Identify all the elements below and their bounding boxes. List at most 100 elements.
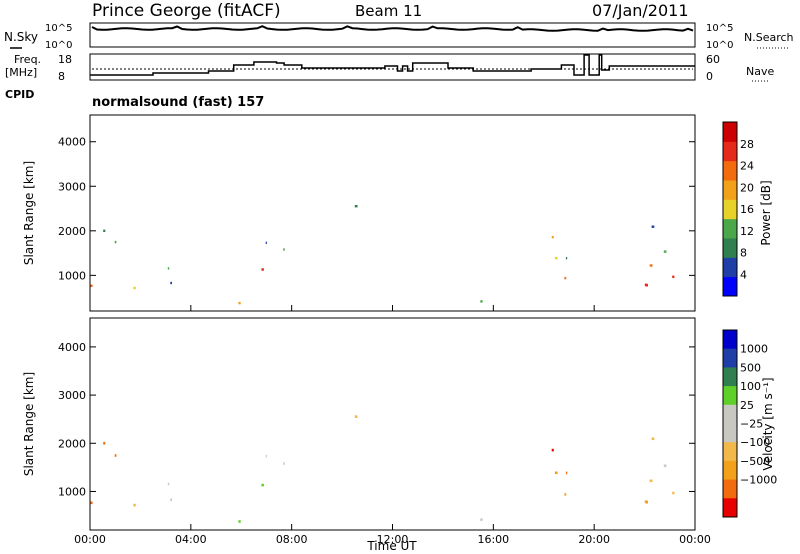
velocity-data-cell	[651, 437, 655, 441]
power-data-cell	[167, 267, 170, 270]
power-colorbar-tick: 16	[740, 203, 754, 216]
velocity-xtick-label: 04:00	[175, 533, 207, 546]
power-data-cell	[645, 284, 648, 287]
velocity-scatter-data	[90, 415, 675, 523]
radar-title: Prince George (fitACF)	[92, 1, 281, 21]
freq-unit-label: [MHz]	[5, 66, 37, 79]
velocity-colorbar-tick: −1000	[740, 474, 777, 487]
power-data-cell	[663, 250, 667, 253]
nave-label: Nave	[746, 65, 774, 78]
velocity-xtick-label: 20:00	[578, 533, 610, 546]
nave-tick-bottom: 0	[706, 70, 713, 83]
velocity-colorbar-tick: 500	[740, 361, 761, 374]
velocity-data-cell	[283, 462, 285, 465]
freq-frame	[89, 53, 696, 81]
velocity-colorbar-swatch	[723, 348, 737, 368]
nsky-frame	[89, 22, 696, 48]
velocity-colorbar-tick: −100	[740, 436, 770, 449]
velocity-data-cell	[554, 471, 558, 475]
nsearch-label: N.Search	[744, 31, 794, 44]
velocity-colorbar-swatch	[723, 423, 737, 443]
power-y-axis: 1000 2000 3000 4000	[58, 136, 695, 282]
velocity-xtick-label: 08:00	[276, 533, 308, 546]
power-colorbar-swatch	[723, 160, 737, 181]
power-x-ticks	[89, 305, 696, 311]
power-data-cell	[480, 300, 483, 303]
velocity-colorbar-swatch	[723, 498, 737, 518]
velocity-data-cell	[265, 454, 267, 458]
power-colorbar-swatch	[723, 141, 737, 162]
power-data-cell	[649, 264, 653, 267]
nsky-line	[91, 25, 694, 32]
power-data-cell	[133, 286, 136, 290]
velocity-xtick-label: 12:00	[377, 533, 409, 546]
power-data-cell	[354, 205, 358, 208]
velocity-colorbar-tick: −500	[740, 455, 770, 468]
nsky-tick-top: 10^5	[45, 23, 72, 34]
velocity-y-axis: 1000 2000 3000 4000	[58, 341, 695, 498]
power-colorbar-swatch	[723, 218, 737, 239]
power-data-cell	[651, 225, 655, 228]
velocity-data-cell	[672, 491, 675, 495]
velocity-colorbar-swatch	[723, 367, 737, 387]
power-data-cell	[564, 276, 567, 280]
power-colorbar-tick: 4	[740, 268, 747, 281]
velocity-colorbar: 1000 500 100 25 −25 −100 −500 −1000	[722, 329, 777, 518]
velocity-data-cell	[663, 464, 667, 468]
velocity-ylabel: Slant Range [km]	[22, 372, 36, 476]
date-label: 07/Jan/2011	[592, 1, 689, 20]
velocity-ytick-label: 4000	[58, 341, 86, 354]
velocity-ytick-label: 2000	[58, 437, 86, 450]
freq-label: Freq.	[14, 53, 41, 66]
velocity-xtick-label: 00:00	[74, 533, 106, 546]
velocity-data-cell	[114, 454, 117, 457]
velocity-colorbar-swatch	[723, 442, 737, 462]
velocity-colorbar-swatch	[723, 386, 737, 406]
power-colorbar-frame	[722, 121, 738, 297]
velocity-data-cell	[354, 415, 358, 418]
power-ytick-label: 3000	[58, 180, 86, 193]
freq-panel: Freq. [MHz] 18 8 60 0 Nave CPID normalso…	[5, 53, 774, 110]
power-colorbar: 4 8 12 16 20 24 28	[722, 121, 754, 297]
nsky-label: N.Sky	[4, 30, 38, 44]
velocity-data-cell	[564, 493, 567, 496]
velocity-data-cell	[480, 518, 483, 521]
power-data-cell	[554, 256, 558, 260]
power-data-cell	[565, 257, 568, 260]
cpid-value: normalsound (fast) 157	[92, 95, 264, 110]
velocity-colorbar-swatch	[723, 404, 737, 424]
velocity-data-cell	[238, 520, 241, 523]
beam-label: Beam 11	[355, 2, 422, 20]
velocity-panel: 1000 2000 3000 4000 00:00 04:00 08:00 12:00 16:…	[22, 317, 777, 553]
power-ytick-label: 2000	[58, 225, 86, 238]
power-panel: 1000 2000 3000 4000 Slant Range [km] 4 8 12 16…	[22, 114, 773, 312]
freq-line	[90, 54, 695, 76]
power-data-cell	[238, 301, 241, 305]
power-colorbar-tick: 20	[740, 181, 754, 194]
power-data-cell	[103, 229, 106, 232]
velocity-data-cell	[261, 483, 264, 487]
power-colorbar-tick: 8	[740, 247, 747, 260]
velocity-colorbar-tick: −25	[740, 418, 763, 431]
velocity-colorbar-swatch	[723, 460, 737, 481]
power-colorbar-swatch	[723, 238, 737, 258]
x-axis-label: Time UT	[366, 539, 417, 553]
velocity-data-cell	[167, 482, 170, 486]
velocity-ytick-label: 3000	[58, 389, 86, 402]
power-colorbar-swatch	[723, 180, 737, 200]
velocity-data-cell	[170, 498, 172, 502]
power-colorbar-tick: 24	[740, 160, 754, 173]
power-data-cell	[170, 281, 172, 285]
velocity-colorbar-tick: 25	[740, 399, 754, 412]
velocity-xtick-label: 16:00	[477, 533, 509, 546]
nsky-tick-bottom: 10^0	[45, 40, 72, 51]
velocity-x-axis: 00:00 04:00 08:00 12:00 16:00 20:00 00:00	[74, 524, 711, 546]
velocity-colorbar-tick: 100	[740, 380, 761, 393]
power-colorbar-swatch	[723, 276, 737, 297]
power-colorbar-label: Power [dB]	[759, 180, 773, 245]
freq-tick-top: 18	[58, 53, 72, 66]
velocity-data-cell	[103, 441, 106, 445]
power-data-cell	[114, 240, 117, 244]
velocity-frame	[89, 317, 696, 531]
